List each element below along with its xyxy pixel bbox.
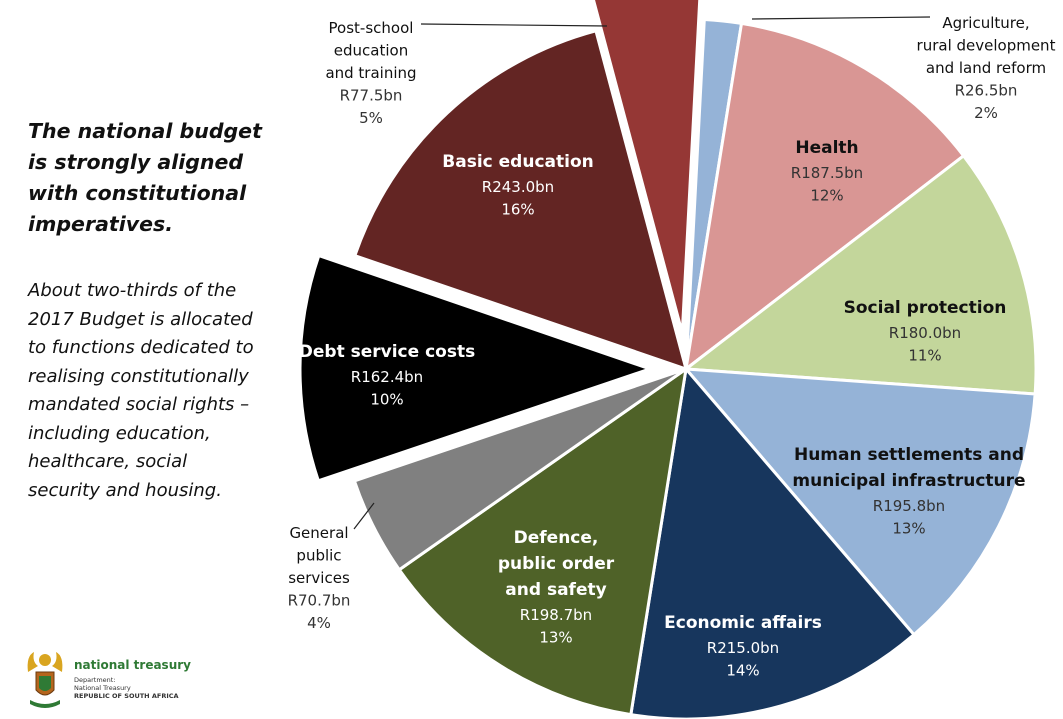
slice-name-basic-education-0: Basic education	[442, 152, 593, 172]
slice-amount-economic-affairs: R215.0bn	[707, 639, 779, 657]
slice-name-defence-public-order-and-safety-0: Defence,	[514, 528, 599, 548]
slice-amount-human-settlements-and-municipal-infrastructure: R195.8bn	[873, 497, 945, 515]
logo-name: national treasury	[74, 658, 191, 672]
slice-name-social-protection-0: Social protection	[844, 298, 1007, 318]
slice-name-human-settlements-and-municipal-infrastructure-1: municipal infrastructure	[792, 471, 1025, 491]
national-treasury-logo: national treasury Department: National T…	[22, 650, 212, 710]
slice-name-agriculture-rural-development-and-land-reform-2: and land reform	[926, 59, 1046, 77]
slice-name-debt-service-costs-0: Debt service costs	[299, 342, 475, 362]
slice-name-general-public-services-1: public	[296, 547, 341, 565]
logo-line-2: National Treasury	[74, 684, 131, 692]
slice-label-post-school-education-and-training: Post-school education and training R77.5bn 5…	[325, 19, 416, 127]
slice-percent-general-public-services: 4%	[307, 614, 331, 632]
slice-percent-post-school-education-and-training: 5%	[359, 109, 383, 127]
slice-label-health: Health R187.5bn 12%	[791, 138, 863, 205]
slice-label-defence-public-order-and-safety: Defence, public order and safety R198.7bn 13…	[498, 528, 615, 647]
slice-amount-basic-education: R243.0bn	[482, 178, 554, 196]
pie-slice-defence-public-order-and-safety	[397, 367, 688, 717]
slice-percent-basic-education: 16%	[501, 201, 534, 219]
slice-name-agriculture-rural-development-and-land-reform-1: rural development	[917, 37, 1056, 55]
slice-name-post-school-education-and-training-2: and training	[325, 64, 416, 82]
slice-label-debt-service-costs: Debt service costs R162.4bn 10%	[299, 342, 475, 409]
pie-slice-social-protection	[684, 154, 1038, 396]
slice-amount-social-protection: R180.0bn	[889, 324, 961, 342]
logo-line-3: REPUBLIC OF SOUTH AFRICA	[74, 692, 179, 700]
coat-of-arms-icon	[27, 652, 63, 708]
slice-name-defence-public-order-and-safety-1: public order	[498, 554, 615, 574]
slice-name-agriculture-rural-development-and-land-reform-0: Agriculture,	[942, 14, 1029, 32]
slice-percent-human-settlements-and-municipal-infrastructure: 13%	[892, 520, 925, 538]
slice-amount-debt-service-costs: R162.4bn	[351, 368, 423, 386]
slice-percent-social-protection: 11%	[908, 347, 941, 365]
pie-slice-debt-service-costs	[298, 254, 652, 483]
logo-line-1: Department:	[74, 676, 116, 684]
slice-amount-health: R187.5bn	[791, 164, 863, 182]
slice-name-health-0: Health	[795, 138, 858, 158]
slice-label-economic-affairs: Economic affairs R215.0bn 14%	[664, 613, 822, 680]
pie-slice-economic-affairs	[629, 367, 916, 719]
slice-amount-agriculture-rural-development-and-land-reform: R26.5bn	[955, 82, 1018, 100]
slice-percent-health: 12%	[810, 187, 843, 205]
slice-amount-defence-public-order-and-safety: R198.7bn	[520, 606, 592, 624]
slice-label-social-protection: Social protection R180.0bn 11%	[844, 298, 1007, 365]
slice-name-human-settlements-and-municipal-infrastructure-0: Human settlements and	[794, 445, 1024, 465]
leader-line-post-school-education-and-training	[420, 23, 608, 27]
slice-label-agriculture-rural-development-and-land-reform: Agriculture, rural development and land re…	[917, 14, 1056, 122]
headline: The national budget is strongly aligned …	[28, 119, 262, 236]
slice-name-economic-affairs-0: Economic affairs	[664, 613, 822, 633]
body-text: About two-thirds of the 2017 Budget is a…	[28, 280, 254, 501]
pie-slice-health	[684, 21, 966, 371]
slice-label-basic-education: Basic education R243.0bn 16%	[442, 152, 593, 219]
slice-percent-agriculture-rural-development-and-land-reform: 2%	[974, 104, 998, 122]
slice-percent-defence-public-order-and-safety: 13%	[539, 629, 572, 647]
slice-percent-debt-service-costs: 10%	[370, 391, 403, 409]
slice-name-post-school-education-and-training-1: education	[334, 42, 408, 60]
slice-name-general-public-services-2: services	[288, 569, 350, 587]
slice-label-human-settlements-and-municipal-infrastructure: Human settlements and municipal infrastru…	[792, 445, 1025, 538]
slice-name-defence-public-order-and-safety-2: and safety	[505, 580, 606, 600]
slice-name-general-public-services-0: General	[289, 524, 348, 542]
leader-line-general-public-services	[353, 502, 375, 530]
slice-label-general-public-services: General public services R70.7bn 4%	[288, 524, 351, 632]
pie-slice-basic-education	[353, 29, 688, 371]
pie-slice-general-public-services	[352, 367, 688, 572]
slice-percent-economic-affairs: 14%	[726, 662, 759, 680]
slice-name-post-school-education-and-training-0: Post-school	[329, 19, 414, 37]
slice-amount-general-public-services: R70.7bn	[288, 592, 351, 610]
pie-slice-post-school-education-and-training	[591, 0, 702, 335]
pie-slice-human-settlements-and-municipal-infrastructure	[684, 367, 1037, 637]
slice-amount-post-school-education-and-training: R77.5bn	[340, 87, 403, 105]
leader-line-agriculture-rural-development-and-land-reform	[751, 16, 931, 20]
